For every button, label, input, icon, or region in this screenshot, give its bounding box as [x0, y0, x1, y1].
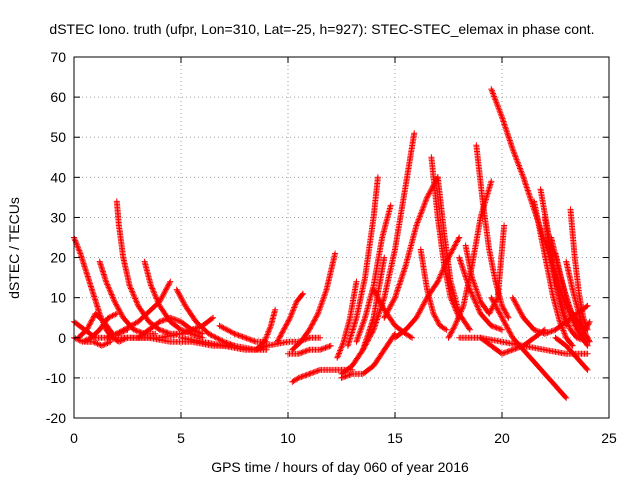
ticks: 0 5 10 15 20 25 -20 -10 0 10 20 30 40 50 60 70 [46, 49, 617, 446]
data-series [531, 198, 576, 349]
grid [74, 57, 609, 418]
data-series [334, 278, 360, 361]
data-point-markers [289, 250, 339, 353]
data-point-markers [381, 174, 441, 321]
data-point-markers [344, 174, 381, 349]
data-series [81, 338, 114, 349]
y-tick-label: -10 [46, 370, 66, 386]
data-point-markers [428, 154, 463, 321]
data-series [338, 330, 398, 381]
data-point-markers [456, 254, 505, 333]
data-point-markers [81, 338, 114, 349]
series-layer [71, 86, 593, 401]
x-tick-label: 25 [601, 430, 617, 446]
x-tick-label: 5 [177, 430, 185, 446]
y-tick-label: 60 [50, 89, 66, 105]
data-series [552, 334, 591, 373]
data-series [552, 250, 591, 341]
data-point-markers [252, 306, 279, 353]
x-tick-label: 10 [280, 430, 296, 446]
data-series [274, 290, 306, 345]
data-series [417, 246, 450, 333]
data-point-markers [541, 214, 591, 345]
y-tick-label: -20 [46, 410, 66, 426]
data-series [428, 154, 463, 321]
chart-title: dSTEC Iono. truth (ufpr, Lon=310, Lat=-2… [49, 21, 594, 37]
data-series [289, 250, 339, 353]
data-point-markers [552, 334, 591, 373]
y-tick-label: 50 [50, 129, 66, 145]
data-point-markers [473, 142, 512, 321]
x-tick-label: 15 [387, 430, 403, 446]
data-series [381, 174, 441, 321]
plot-frame [73, 56, 610, 419]
y-tick-label: 0 [58, 330, 66, 346]
data-series [541, 214, 591, 345]
data-series [135, 314, 217, 341]
data-series [252, 306, 279, 353]
y-tick-label: 10 [50, 290, 66, 306]
data-point-markers [274, 290, 306, 345]
data-point-markers [334, 278, 360, 361]
data-series [456, 254, 505, 333]
y-tick-label: 30 [50, 209, 66, 225]
data-point-markers [338, 330, 398, 381]
data-point-markers [417, 246, 450, 333]
data-point-markers [135, 314, 217, 341]
y-axis-label: dSTEC / TECUs [6, 197, 22, 299]
x-tick-label: 0 [70, 430, 78, 446]
data-series [573, 314, 593, 333]
data-series [473, 142, 512, 321]
data-point-markers [462, 222, 508, 317]
data-point-markers [552, 250, 591, 341]
y-tick-label: 70 [50, 49, 66, 65]
x-tick-label: 20 [494, 430, 510, 446]
data-series [353, 202, 394, 345]
data-series [344, 174, 381, 349]
data-series [285, 342, 334, 357]
data-point-markers [353, 202, 394, 345]
y-tick-label: 40 [50, 169, 66, 185]
y-tick-label: 20 [50, 250, 66, 266]
data-point-markers [113, 198, 184, 337]
data-series [462, 222, 508, 317]
data-point-markers [573, 314, 593, 333]
data-point-markers [285, 342, 334, 357]
x-axis-label: GPS time / hours of day 060 of year 2016 [211, 459, 469, 475]
data-series [113, 198, 184, 337]
data-series [113, 278, 174, 337]
data-point-markers [531, 198, 576, 349]
data-point-markers [113, 278, 174, 337]
